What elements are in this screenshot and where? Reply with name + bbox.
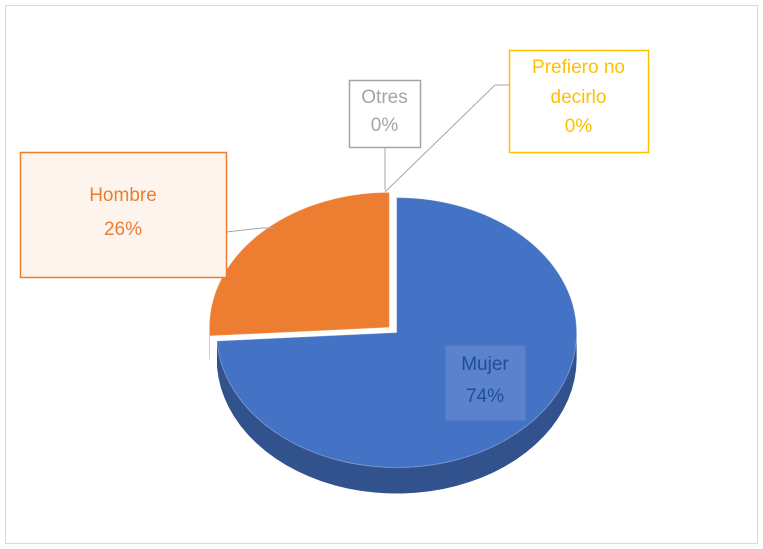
slice (216, 197, 578, 469)
leader-line (225, 227, 275, 233)
leader-line (384, 84, 509, 193)
data-label-value: 26% (104, 219, 142, 240)
slice (208, 191, 390, 337)
labels: Mujer 74% Hombre 26% Otres 0% Prefiero no decir… (19, 49, 650, 421)
data-label-category: Hombre (89, 185, 157, 206)
data-label-value: 0% (371, 115, 399, 136)
data-label-category: Otres (361, 87, 407, 108)
data-label-category: Mujer (461, 354, 509, 375)
label-box (445, 345, 526, 421)
pie (208, 191, 578, 494)
label-box (19, 151, 228, 279)
data-label-value: 74% (466, 386, 504, 407)
slice-side (217, 332, 577, 494)
data-label-category: Prefiero no decirlo (532, 57, 625, 108)
label-box (348, 79, 422, 149)
label-box (508, 49, 650, 154)
data-label-value: 0% (565, 116, 593, 137)
